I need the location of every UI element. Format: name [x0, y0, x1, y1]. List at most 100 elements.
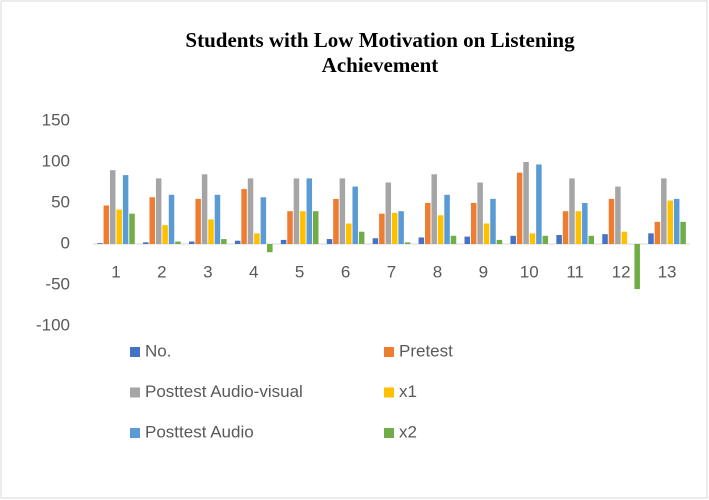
legend-label: Pretest	[399, 341, 453, 360]
legend-label: x1	[399, 382, 417, 401]
bar	[208, 219, 214, 244]
bar	[654, 221, 661, 244]
y-tick-label: 50	[51, 192, 70, 211]
bar	[300, 211, 306, 244]
x-tick-label: 8	[433, 262, 442, 281]
bar	[234, 240, 241, 244]
bar	[372, 238, 379, 244]
x-tick-label: 1	[111, 262, 120, 281]
y-tick-label: 150	[42, 110, 70, 129]
bar	[582, 203, 588, 244]
x-tick-label: 4	[249, 262, 258, 281]
bar	[648, 233, 654, 244]
legend-swatch	[130, 387, 140, 398]
bar	[523, 162, 529, 244]
bar	[496, 239, 503, 244]
bar	[103, 205, 110, 244]
bar	[280, 239, 287, 244]
bar	[241, 189, 247, 244]
bar	[109, 170, 116, 244]
bar	[326, 239, 333, 244]
bar	[490, 198, 496, 244]
x-tick-label: 13	[658, 262, 677, 281]
x-tick-label: 11	[566, 262, 584, 281]
bar	[569, 178, 575, 244]
bar	[168, 194, 175, 244]
bar	[477, 182, 483, 244]
bar	[516, 172, 523, 244]
bar	[352, 186, 358, 244]
bar	[391, 212, 398, 244]
bar	[385, 182, 392, 244]
x-tick-label: 3	[203, 262, 212, 281]
bar	[221, 239, 227, 244]
bar	[358, 231, 365, 244]
bar	[529, 233, 536, 244]
bar	[379, 213, 385, 244]
bar	[608, 198, 615, 244]
bar	[425, 203, 431, 244]
bar	[306, 178, 313, 244]
bar	[542, 235, 549, 244]
bar	[155, 178, 162, 244]
bar	[129, 213, 135, 244]
bar	[162, 225, 168, 244]
bar	[122, 175, 129, 244]
bar	[346, 223, 352, 244]
legend-swatch	[130, 347, 140, 357]
bar	[214, 194, 221, 244]
bar	[188, 241, 195, 244]
x-tick-label: 12	[612, 262, 631, 281]
bar	[634, 244, 640, 290]
legend-swatch	[384, 387, 394, 398]
bar	[602, 234, 608, 244]
bar	[267, 244, 273, 253]
x-tick-label: 6	[341, 262, 350, 281]
y-tick-label: -50	[45, 274, 70, 293]
bar	[254, 233, 260, 244]
bar	[247, 178, 254, 244]
legend-swatch	[384, 347, 394, 357]
bar	[588, 235, 595, 244]
legend-swatch	[130, 428, 140, 438]
legend-swatch	[384, 428, 394, 438]
x-tick-label: 9	[479, 262, 488, 281]
bar	[562, 211, 569, 244]
x-tick-label: 10	[520, 262, 539, 281]
bar	[615, 186, 621, 244]
bar	[450, 235, 457, 244]
legend-label: Posttest Audio	[145, 422, 254, 441]
bar	[143, 242, 149, 244]
bar	[470, 203, 477, 244]
bar	[680, 221, 686, 244]
bar	[510, 235, 516, 244]
bar	[437, 215, 444, 244]
bar	[97, 243, 103, 244]
x-tick-label: 7	[387, 262, 396, 281]
bar	[404, 242, 411, 244]
bar	[444, 194, 450, 244]
y-tick-label: -100	[36, 315, 70, 334]
bar	[195, 198, 201, 244]
x-tick-label: 5	[295, 262, 304, 281]
x-tick-label: 2	[157, 262, 166, 281]
y-tick-label: 0	[61, 233, 70, 252]
legend-label: No.	[145, 341, 171, 360]
legend-label: Posttest Audio-visual	[145, 382, 303, 401]
bar	[575, 211, 582, 244]
bar	[483, 223, 490, 244]
bar	[287, 211, 293, 244]
bar	[312, 211, 319, 244]
bar	[293, 178, 300, 244]
bar	[661, 178, 667, 244]
legend-label: x2	[399, 422, 417, 441]
bar	[418, 237, 425, 244]
y-tick-label: 100	[42, 151, 70, 170]
bar	[149, 197, 155, 244]
bar	[673, 198, 680, 244]
bar	[201, 174, 208, 244]
bar	[175, 241, 181, 244]
chart-title: Students with Low Motivation on Listenin…	[185, 28, 575, 77]
